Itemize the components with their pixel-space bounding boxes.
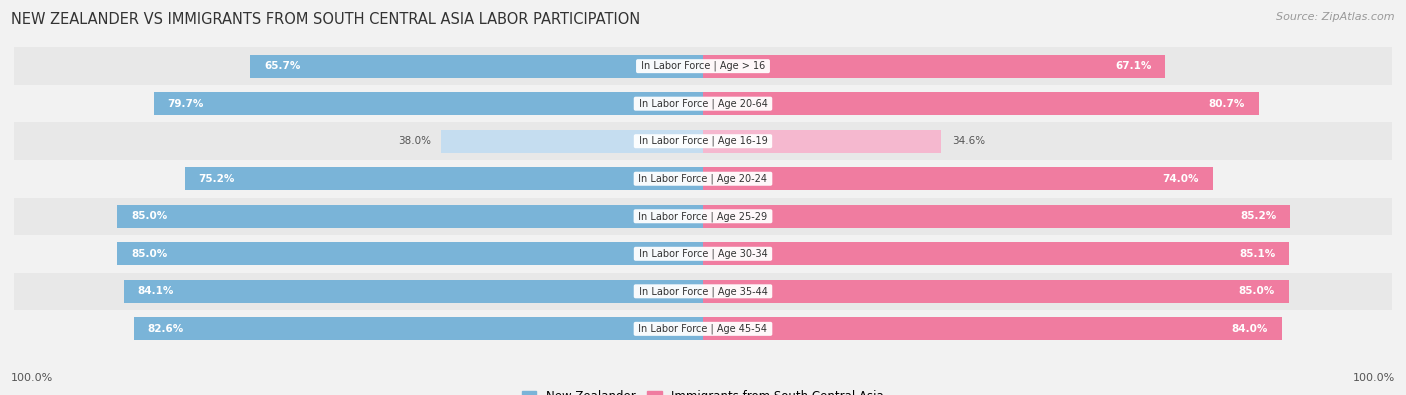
Bar: [14, 122, 1392, 160]
Text: In Labor Force | Age 30-34: In Labor Force | Age 30-34: [636, 248, 770, 259]
Text: 85.0%: 85.0%: [1239, 286, 1275, 296]
Text: 74.0%: 74.0%: [1163, 174, 1199, 184]
Bar: [14, 235, 1392, 273]
Text: 82.6%: 82.6%: [148, 324, 184, 334]
Bar: [703, 92, 1258, 115]
Bar: [117, 242, 703, 265]
Bar: [14, 198, 1392, 235]
Text: 38.0%: 38.0%: [398, 136, 430, 146]
Text: In Labor Force | Age 16-19: In Labor Force | Age 16-19: [636, 136, 770, 147]
Bar: [703, 205, 1289, 228]
Text: 67.1%: 67.1%: [1115, 61, 1152, 71]
Bar: [703, 242, 1289, 265]
Bar: [153, 92, 703, 115]
Bar: [14, 160, 1392, 198]
Bar: [124, 280, 703, 303]
Bar: [117, 205, 703, 228]
Text: 85.1%: 85.1%: [1239, 249, 1275, 259]
Text: 84.0%: 84.0%: [1232, 324, 1268, 334]
Text: In Labor Force | Age 25-29: In Labor Force | Age 25-29: [636, 211, 770, 222]
Text: 85.0%: 85.0%: [131, 249, 167, 259]
Bar: [14, 85, 1392, 122]
Text: 84.1%: 84.1%: [138, 286, 174, 296]
Bar: [14, 273, 1392, 310]
Text: 80.7%: 80.7%: [1209, 99, 1246, 109]
Text: In Labor Force | Age 45-54: In Labor Force | Age 45-54: [636, 324, 770, 334]
Text: NEW ZEALANDER VS IMMIGRANTS FROM SOUTH CENTRAL ASIA LABOR PARTICIPATION: NEW ZEALANDER VS IMMIGRANTS FROM SOUTH C…: [11, 12, 641, 27]
Bar: [250, 55, 703, 78]
Text: In Labor Force | Age > 16: In Labor Force | Age > 16: [638, 61, 768, 71]
Text: In Labor Force | Age 20-64: In Labor Force | Age 20-64: [636, 98, 770, 109]
Legend: New Zealander, Immigrants from South Central Asia: New Zealander, Immigrants from South Cen…: [517, 385, 889, 395]
Bar: [186, 167, 703, 190]
Bar: [703, 167, 1213, 190]
Bar: [441, 130, 703, 153]
Bar: [703, 55, 1166, 78]
Text: 34.6%: 34.6%: [952, 136, 984, 146]
Bar: [703, 317, 1282, 340]
Text: 85.0%: 85.0%: [131, 211, 167, 221]
Text: 100.0%: 100.0%: [1353, 373, 1395, 383]
Text: In Labor Force | Age 20-24: In Labor Force | Age 20-24: [636, 173, 770, 184]
Text: 79.7%: 79.7%: [167, 99, 204, 109]
Text: 75.2%: 75.2%: [198, 174, 235, 184]
Text: 85.2%: 85.2%: [1240, 211, 1277, 221]
Text: 100.0%: 100.0%: [11, 373, 53, 383]
Text: 65.7%: 65.7%: [264, 61, 301, 71]
Bar: [14, 47, 1392, 85]
Bar: [703, 130, 942, 153]
Bar: [703, 280, 1289, 303]
Text: In Labor Force | Age 35-44: In Labor Force | Age 35-44: [636, 286, 770, 297]
Bar: [134, 317, 703, 340]
Text: Source: ZipAtlas.com: Source: ZipAtlas.com: [1277, 12, 1395, 22]
Bar: [14, 310, 1392, 348]
